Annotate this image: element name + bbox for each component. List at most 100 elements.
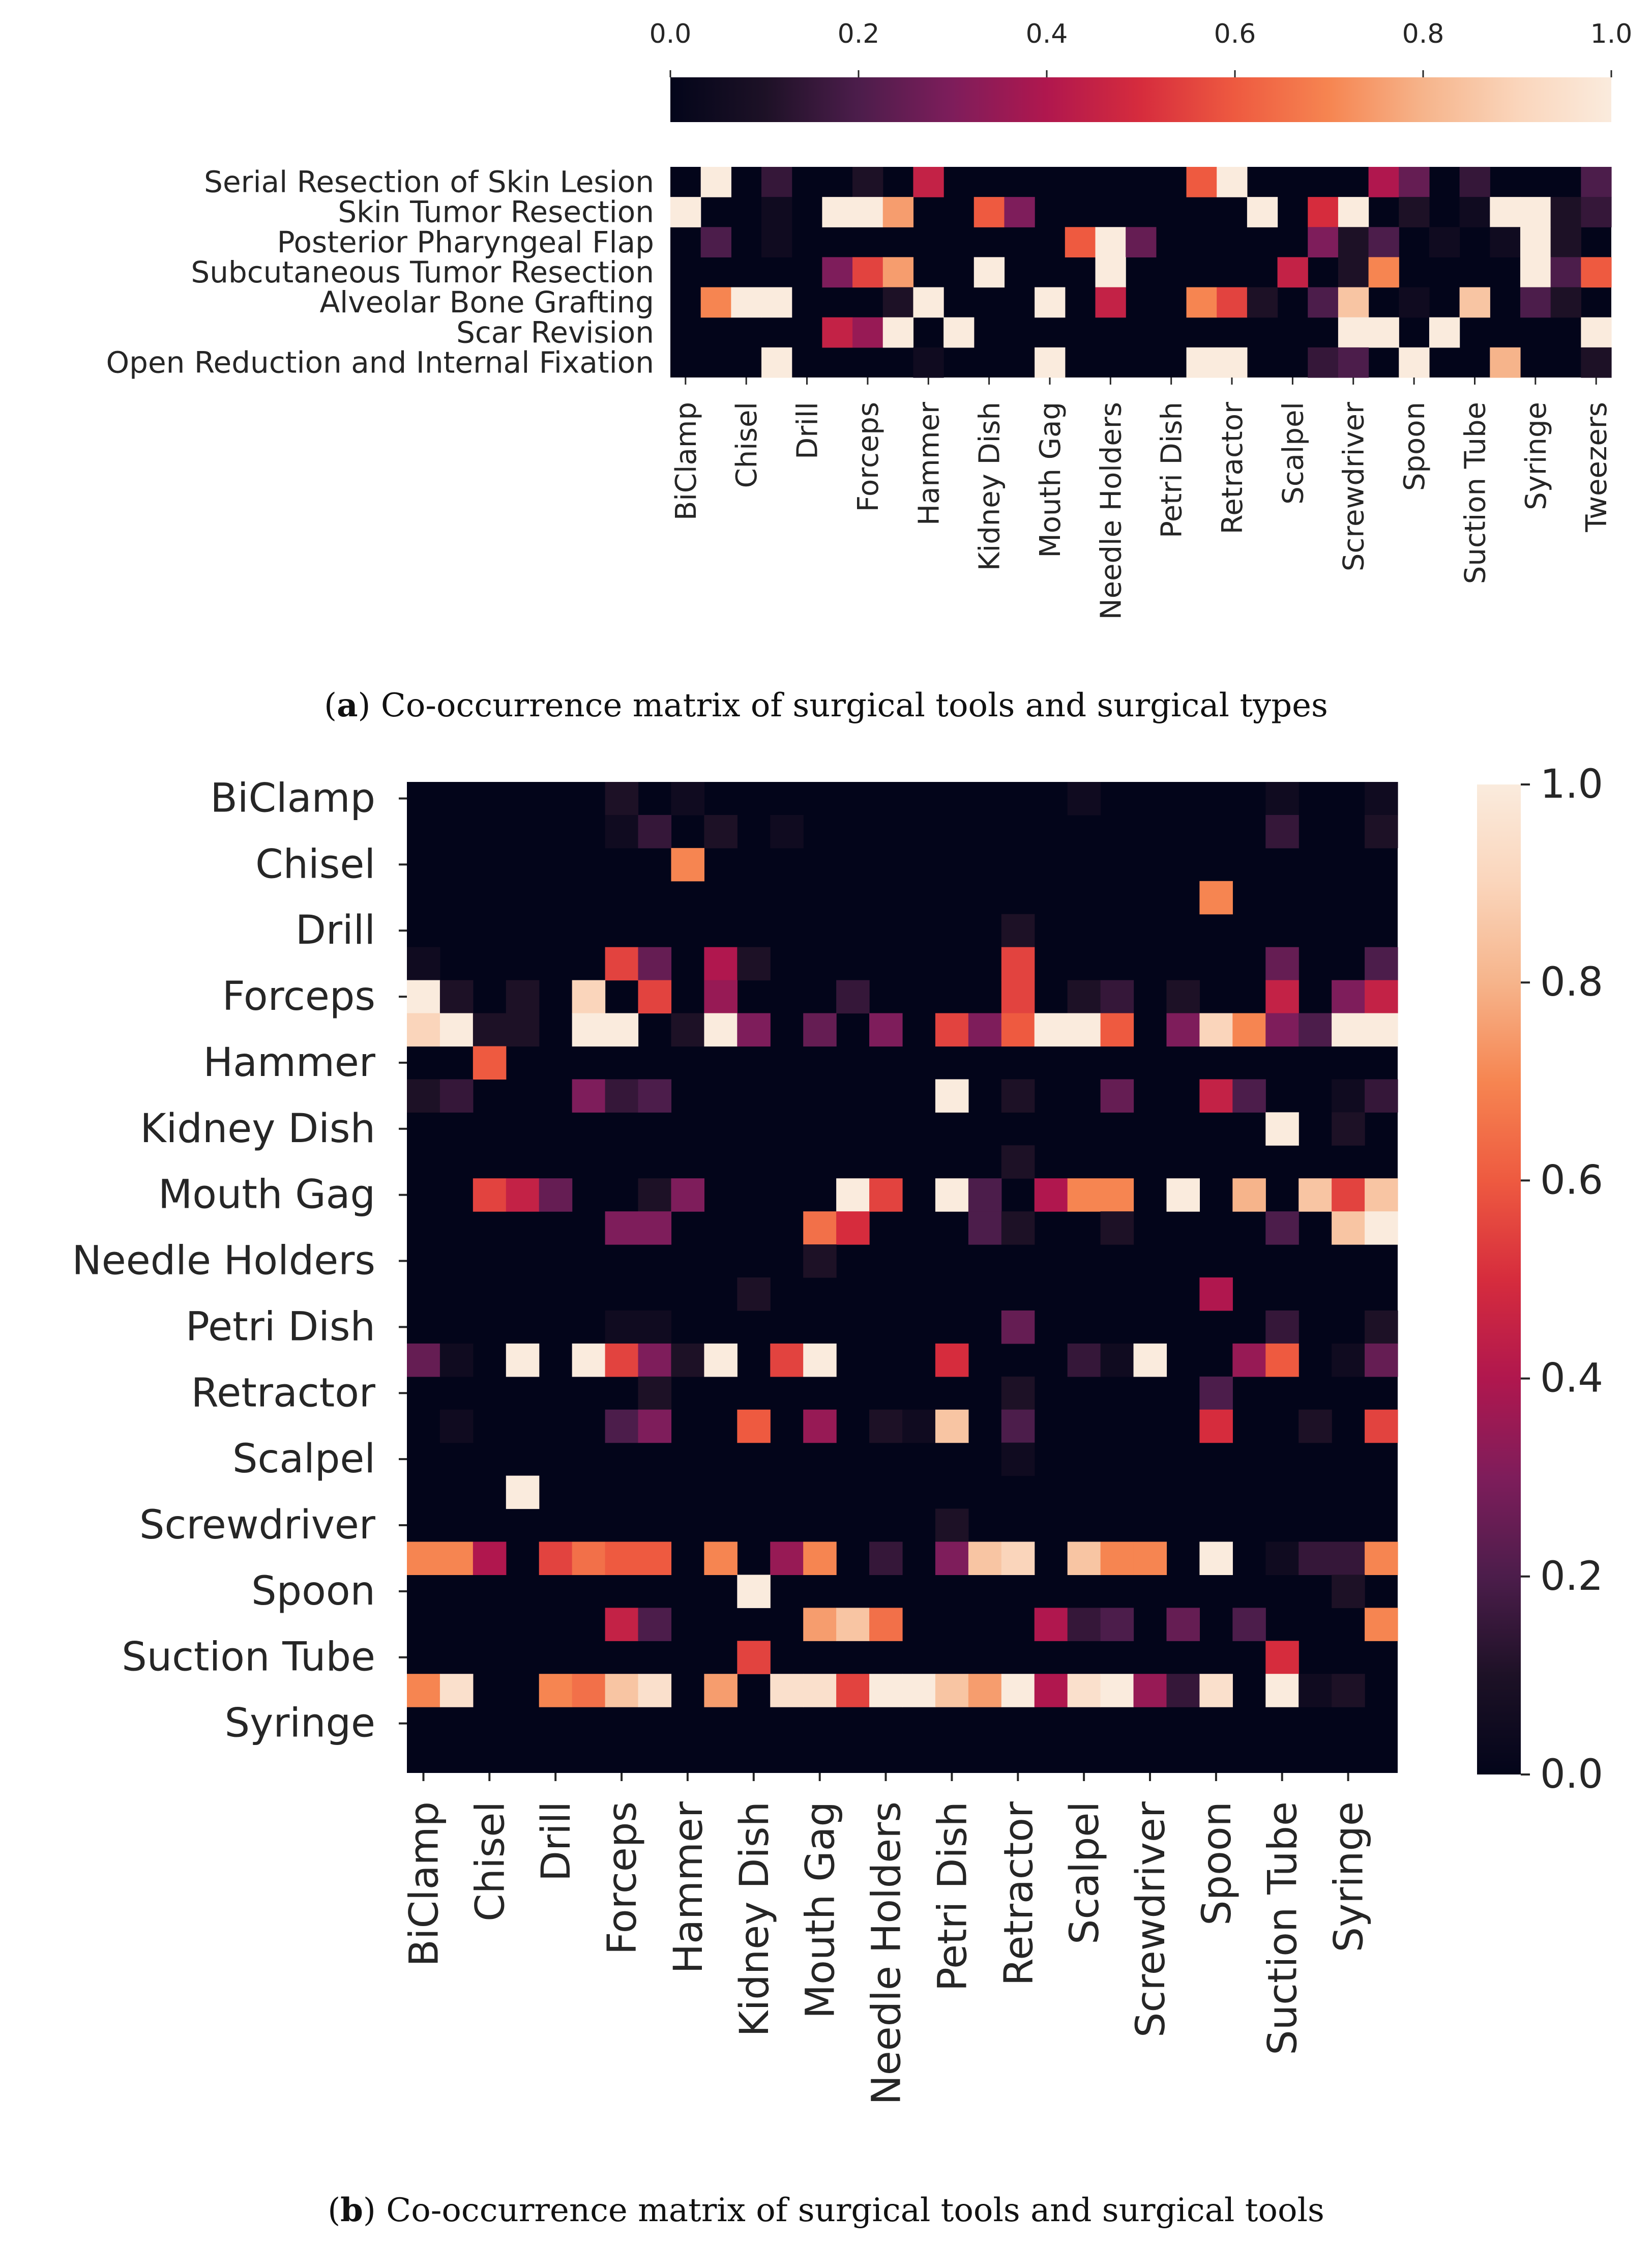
heatmap-b-cell	[671, 1178, 704, 1212]
heatmap-b-cell	[1365, 980, 1398, 1014]
heatmap-b-cell	[671, 1343, 704, 1377]
colorbar-b-tick-label: 1.0	[1540, 762, 1603, 807]
row-label-b-hammer: Hammer	[203, 1040, 376, 1086]
heatmap-b-cell	[836, 1674, 870, 1707]
row-label-open-reduction-and-internal-fixation: Open Reduction and Internal Fixation	[106, 345, 654, 380]
heatmap-b-cell	[638, 1310, 672, 1344]
heatmap-a-cell	[882, 197, 914, 227]
heatmap-a-cell	[1520, 227, 1551, 258]
heatmap-b-row-labels: BiClamp Chisel Drill Forceps Hammer Kidney Di…	[72, 776, 407, 1747]
heatmap-b-cell	[1265, 814, 1299, 849]
heatmap-b-cell	[1199, 1013, 1233, 1047]
heatmap-b-cell	[506, 980, 540, 1014]
heatmap-a-cell	[1490, 197, 1521, 227]
heatmap-b-cell	[1299, 1674, 1332, 1707]
heatmap-b-cell	[1001, 1310, 1035, 1344]
heatmap-a-cell	[1459, 167, 1490, 197]
heatmap-b-cell	[836, 1178, 870, 1212]
heatmap-b-cell	[605, 1674, 639, 1707]
heatmap-b-cell	[1067, 1013, 1101, 1047]
heatmap-a-cell	[882, 287, 914, 318]
heatmap-b-cell	[1001, 947, 1035, 981]
heatmap-a-cell	[1581, 257, 1612, 288]
heatmap-b-cell	[1232, 1343, 1266, 1377]
heatmap-b-cell	[737, 1277, 771, 1311]
colorbar-a-tick-label: 0.8	[1402, 19, 1444, 49]
heatmap-b-cell	[1166, 1674, 1200, 1707]
heatmap-a-cell	[1520, 287, 1551, 318]
row-label-b-needle-holders: Needle Holders	[72, 1238, 375, 1284]
heatmap-b-cell	[1001, 1442, 1035, 1476]
heatmap-b-cell	[473, 1541, 507, 1575]
heatmap-a-cell	[1095, 257, 1126, 288]
heatmap-b-cell	[572, 1079, 606, 1113]
caption-b-text: ) Co-occurrence matrix of surgical tools…	[363, 2192, 1324, 2229]
heatmap-b-cell	[1001, 980, 1035, 1014]
heatmap-b-cell	[704, 1013, 738, 1047]
heatmap-a-cell	[1095, 227, 1126, 258]
col-label-a-retractor: Retractor	[1216, 401, 1249, 534]
heatmap-b-cell	[638, 1541, 672, 1575]
heatmap-b-cell	[1265, 947, 1299, 981]
heatmap-a-cell	[761, 227, 792, 258]
heatmap-b-cell	[1001, 1211, 1035, 1245]
heatmap-a-cell	[1490, 227, 1521, 258]
heatmap-b-cell	[1265, 980, 1299, 1014]
col-label-b-screwdriver: Screwdriver	[1128, 1801, 1174, 2038]
heatmap-a-cell	[1308, 287, 1339, 318]
heatmap-b-cell	[1332, 1343, 1365, 1377]
panel-b-heatmap: BiClamp Chisel Drill Forceps Hammer Kidney Di…	[72, 762, 1603, 2229]
heatmap-b-cell	[1001, 1079, 1035, 1113]
col-label-b-biclamp: BiClamp	[402, 1801, 448, 1967]
heatmap-b-cell	[968, 1674, 1002, 1707]
heatmap-a-cell	[1217, 287, 1248, 318]
heatmap-a-cell	[1368, 227, 1399, 258]
heatmap-b-cell	[1365, 1541, 1398, 1575]
heatmap-b-cell	[935, 1541, 969, 1575]
col-label-a-needle-holders: Needle Holders	[1095, 402, 1128, 620]
heatmap-b-cell	[803, 1211, 837, 1245]
heatmap-a-cell	[1126, 227, 1157, 258]
caption-a-text: ) Co-occurrence matrix of surgical tools…	[358, 687, 1328, 724]
heatmap-b-cell	[407, 1079, 440, 1113]
heatmap-a-cell	[1520, 197, 1551, 227]
heatmap-b-cell	[836, 1211, 870, 1245]
heatmap-b-cell	[638, 814, 672, 849]
heatmap-b-cell	[1365, 1608, 1398, 1641]
row-label-b-mouth-gag: Mouth Gag	[158, 1172, 375, 1218]
heatmap-b-cell	[407, 1541, 440, 1575]
col-label-b-forceps: Forceps	[600, 1801, 645, 1955]
col-label-b-needle-holders: Needle Holders	[864, 1801, 910, 2105]
heatmap-a-cell	[852, 167, 883, 197]
heatmap-a-cell	[1247, 287, 1278, 318]
heatmap-b-cell	[638, 1178, 672, 1212]
heatmap-b-cell	[1299, 1178, 1332, 1212]
colorbar-b-tick-label: 0.0	[1540, 1752, 1603, 1797]
heatmap-b-cell	[869, 1674, 903, 1707]
heatmap-b-cell	[1133, 1674, 1167, 1707]
heatmap-b-cell	[704, 1343, 738, 1377]
col-label-b-drill: Drill	[534, 1801, 579, 1881]
heatmap-b-cell	[1265, 782, 1299, 816]
col-label-a-syringe: Syringe	[1520, 402, 1553, 510]
heatmap-b-cell	[1100, 1541, 1134, 1575]
heatmap-b-cell	[1332, 1674, 1365, 1707]
colorbar-a-tick-label: 0.4	[1026, 19, 1068, 49]
row-label-b-suction-tube: Suction Tube	[122, 1635, 375, 1680]
col-label-b-spoon: Spoon	[1194, 1801, 1240, 1926]
heatmap-a-cell	[1338, 197, 1369, 227]
row-label-b-retractor: Retractor	[191, 1370, 376, 1416]
colorbar-b-tick-label: 0.8	[1540, 959, 1603, 1005]
heatmap-a-cell	[1581, 197, 1612, 227]
heatmap-b-cell	[1265, 1013, 1299, 1047]
colorbar-a-tick-label: 0.0	[650, 19, 692, 49]
heatmap-a-cell	[913, 287, 944, 318]
heatmap-b-cell	[407, 947, 440, 981]
heatmap-b-cell	[770, 1343, 804, 1377]
heatmap-a-cell	[1368, 317, 1399, 348]
heatmap-b-cell	[1265, 1310, 1299, 1344]
col-label-a-mouth-gag: Mouth Gag	[1034, 402, 1067, 558]
heatmap-b-cell	[1199, 1376, 1233, 1410]
heatmap-b-cell	[935, 1409, 969, 1443]
heatmap-b-cell	[1100, 1211, 1134, 1245]
